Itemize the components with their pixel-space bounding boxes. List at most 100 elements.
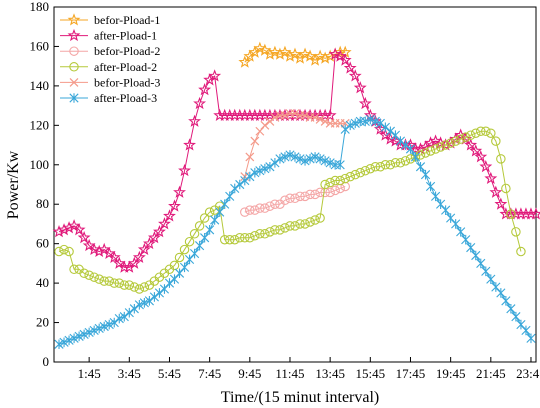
data-point	[476, 126, 486, 137]
data-point	[429, 134, 443, 147]
data-point	[320, 179, 330, 190]
data-point	[183, 138, 197, 151]
data-point	[260, 229, 270, 239]
data-point	[280, 152, 290, 162]
data-point	[200, 232, 210, 243]
data-point	[89, 325, 99, 336]
data-point	[69, 264, 79, 275]
data-point	[318, 51, 332, 64]
x-tick-label: 5:45	[158, 366, 181, 381]
data-point	[243, 49, 257, 62]
x-tick-label: 17:45	[396, 366, 426, 381]
y-tick-label: 20	[36, 315, 49, 330]
data-point	[455, 134, 466, 144]
data-point	[263, 47, 277, 60]
data-point	[122, 260, 136, 273]
data-point	[159, 284, 170, 294]
y-tick-label: 160	[30, 38, 50, 53]
data-point	[335, 159, 345, 170]
data-point	[486, 128, 496, 138]
data-point	[169, 260, 180, 271]
data-point	[104, 319, 114, 330]
data-point	[310, 189, 320, 200]
data-point	[496, 154, 506, 164]
data-point	[142, 236, 156, 250]
data-point	[395, 136, 406, 146]
data-point	[238, 55, 252, 68]
data-point	[250, 167, 260, 178]
y-tick-label: 180	[30, 0, 50, 14]
data-point	[119, 311, 129, 322]
data-point	[295, 154, 305, 164]
data-point	[189, 229, 200, 239]
data-point	[199, 213, 210, 223]
legend-item: after-Pload-1	[60, 29, 157, 43]
data-point	[293, 51, 307, 64]
data-point	[92, 244, 106, 258]
data-point	[283, 49, 297, 62]
data-point	[380, 122, 390, 133]
data-point	[425, 181, 436, 192]
data-point	[179, 262, 190, 273]
data-point	[410, 152, 421, 162]
data-point	[353, 81, 367, 94]
data-point	[195, 240, 205, 251]
data-point	[470, 128, 481, 138]
data-point	[465, 130, 476, 140]
legend-label: after-Pload-2	[94, 60, 157, 74]
data-point	[203, 73, 217, 86]
data-point	[270, 158, 280, 168]
x-tick-label: 11:45	[275, 366, 304, 381]
data-point	[290, 221, 300, 231]
data-point	[420, 148, 431, 158]
data-point	[479, 159, 493, 173]
data-point	[435, 142, 446, 152]
data-point	[164, 278, 175, 288]
data-point	[285, 193, 295, 204]
data-point	[345, 171, 355, 182]
data-point	[343, 61, 357, 74]
data-point	[240, 175, 250, 186]
data-point	[198, 83, 212, 96]
data-point	[390, 130, 401, 140]
data-point	[461, 234, 471, 245]
data-point	[64, 335, 74, 346]
data-point	[210, 215, 220, 225]
data-point	[456, 227, 466, 237]
data-point	[469, 144, 483, 157]
data-point	[383, 132, 397, 145]
data-point	[430, 144, 441, 154]
data-point	[440, 140, 451, 150]
data-point	[360, 116, 370, 127]
legend-label: befor-Pload-1	[94, 13, 160, 27]
data-point	[358, 96, 372, 110]
data-point	[220, 199, 230, 210]
data-point	[154, 288, 165, 298]
data-point	[230, 183, 240, 194]
data-point	[163, 209, 176, 222]
data-point	[62, 221, 76, 234]
data-point	[330, 185, 340, 196]
data-point	[54, 339, 64, 350]
plot-frame	[53, 6, 537, 363]
data-point	[481, 266, 491, 277]
x-tick-label: 13:45	[315, 366, 345, 381]
data-point	[204, 207, 215, 217]
data-point	[491, 136, 501, 146]
series-after-Pload-2	[54, 126, 526, 294]
data-point	[235, 233, 245, 243]
legend-label: befor-Pload-2	[94, 44, 160, 58]
data-point	[225, 191, 235, 202]
data-point	[89, 272, 99, 282]
data-point	[124, 280, 135, 290]
data-point	[84, 327, 94, 338]
data-point	[245, 205, 255, 215]
y-tick-label: 100	[30, 157, 50, 172]
legend-label: after-Pload-3	[94, 91, 157, 105]
x-tick-label: 3:45	[118, 366, 141, 381]
data-point	[340, 173, 350, 184]
data-point	[114, 313, 124, 324]
data-point	[325, 187, 335, 198]
x-tick-label: 9:45	[238, 366, 261, 381]
data-point	[273, 47, 287, 60]
